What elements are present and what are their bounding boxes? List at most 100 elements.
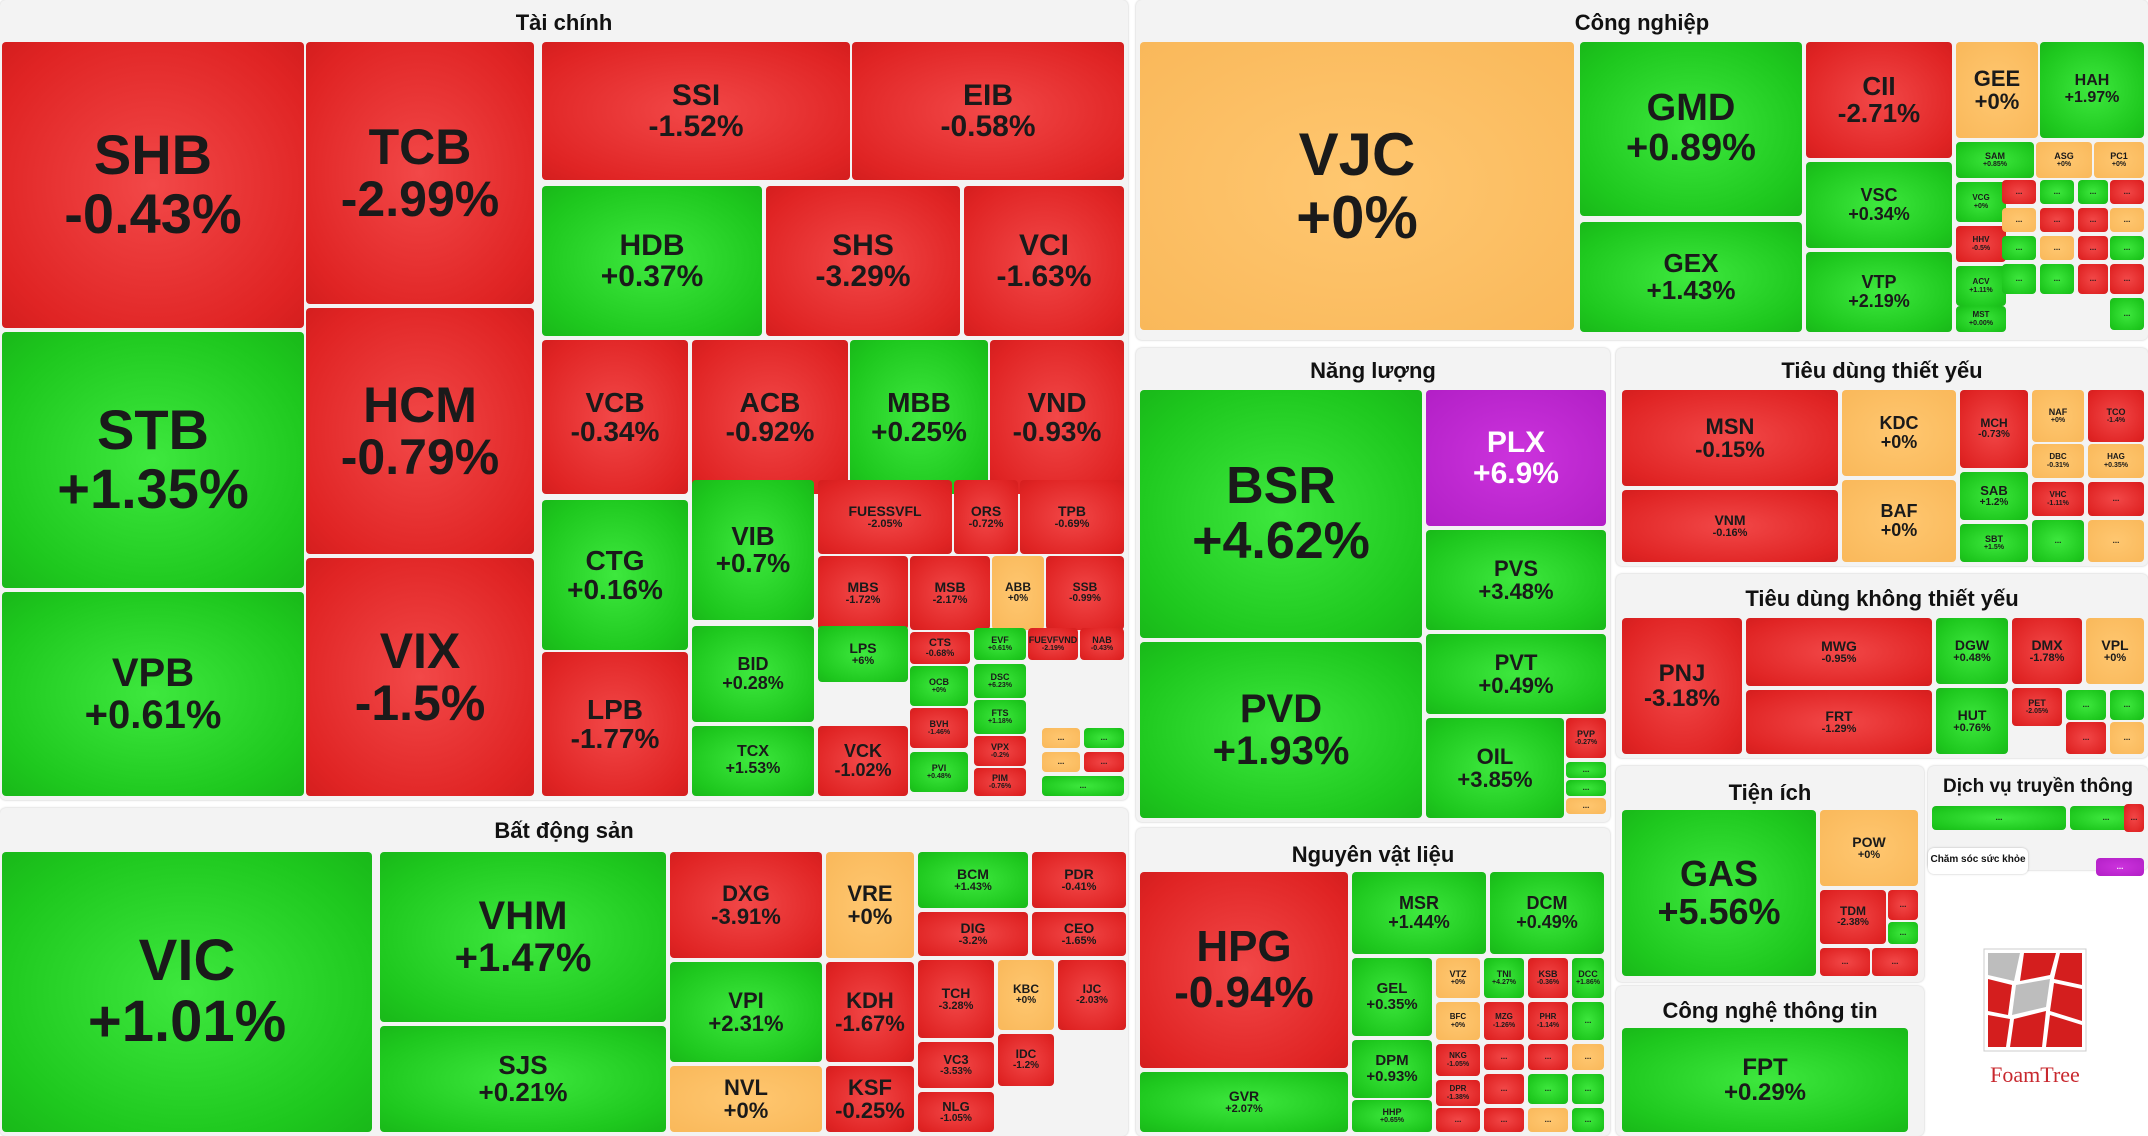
stock-tile-msb[interactable]: MSB -2.17% bbox=[910, 556, 990, 630]
stock-tile-tpb[interactable]: TPB -0.69% bbox=[1020, 480, 1124, 554]
stock-tile-hah[interactable]: HAH +1.97% bbox=[2040, 42, 2144, 138]
more-tile[interactable]: ... bbox=[2040, 236, 2074, 260]
more-tile[interactable]: ... bbox=[1888, 890, 1918, 920]
stock-tile-ctg[interactable]: CTG +0.16% bbox=[542, 500, 688, 650]
stock-tile-ssb[interactable]: SSB -0.99% bbox=[1046, 556, 1124, 630]
stock-tile-msn[interactable]: MSN -0.15% bbox=[1622, 390, 1838, 486]
more-tile[interactable]: ... bbox=[2110, 180, 2144, 204]
stock-tile-hpg[interactable]: HPG -0.94% bbox=[1140, 872, 1348, 1068]
stock-tile-bsr[interactable]: BSR +4.62% bbox=[1140, 390, 1422, 638]
stock-tile-nlg[interactable]: NLG -1.05% bbox=[918, 1092, 994, 1132]
stock-tile-cii[interactable]: CII -2.71% bbox=[1806, 42, 1952, 158]
stock-tile-evf[interactable]: EVF +0.61% bbox=[974, 628, 1026, 660]
stock-tile-pnj[interactable]: PNJ -3.18% bbox=[1622, 618, 1742, 754]
stock-tile-kdh[interactable]: KDH -1.67% bbox=[826, 962, 914, 1062]
stock-tile-ocb[interactable]: OCB +0% bbox=[910, 666, 968, 706]
stock-tile-pvd[interactable]: PVD +1.93% bbox=[1140, 642, 1422, 818]
stock-tile-idc[interactable]: IDC -1.2% bbox=[998, 1034, 1054, 1086]
stock-tile-cts[interactable]: CTS -0.68% bbox=[910, 632, 970, 664]
more-tile[interactable]: ... bbox=[2032, 520, 2084, 562]
more-tile[interactable]: ... bbox=[1932, 806, 2066, 830]
stock-tile-vic[interactable]: VIC +1.01% bbox=[2, 852, 372, 1132]
more-tile[interactable]: ... bbox=[1566, 780, 1606, 796]
stock-tile-fuevfvnd[interactable]: FUEVFVND -2.19% bbox=[1028, 628, 1078, 660]
stock-tile-pc1[interactable]: PC1 +0% bbox=[2094, 142, 2144, 178]
stock-tile-hhv[interactable]: HHV -0.5% bbox=[1956, 226, 2006, 262]
stock-tile-dcc[interactable]: DCC +1.86% bbox=[1572, 958, 1604, 998]
more-tile[interactable]: ... bbox=[2078, 264, 2108, 294]
stock-tile-mbb[interactable]: MBB +0.25% bbox=[850, 340, 988, 494]
stock-tile-vpi[interactable]: VPI +2.31% bbox=[670, 962, 822, 1062]
stock-tile-tdm[interactable]: TDM -2.38% bbox=[1820, 890, 1886, 944]
stock-tile-tni[interactable]: TNI +4.27% bbox=[1484, 958, 1524, 998]
more-tile[interactable]: ... bbox=[2040, 180, 2074, 204]
more-tile[interactable]: ... bbox=[1084, 728, 1124, 748]
more-tile[interactable]: ... bbox=[2002, 180, 2036, 204]
stock-tile-vnd[interactable]: VND -0.93% bbox=[990, 340, 1124, 494]
stock-tile-vhc[interactable]: VHC -1.11% bbox=[2032, 482, 2084, 516]
stock-tile-ors[interactable]: ORS -0.72% bbox=[954, 480, 1018, 554]
more-tile[interactable]: ... bbox=[2002, 264, 2036, 294]
stock-tile-nkg[interactable]: NKG -1.05% bbox=[1436, 1044, 1480, 1076]
stock-tile-vck[interactable]: VCK -1.02% bbox=[818, 726, 908, 796]
stock-tile-kdc[interactable]: KDC +0% bbox=[1842, 390, 1956, 476]
stock-tile-tcx[interactable]: TCX +1.53% bbox=[692, 726, 814, 796]
stock-tile-nvl[interactable]: NVL +0% bbox=[670, 1066, 822, 1132]
stock-tile-lpb[interactable]: LPB -1.77% bbox=[542, 652, 688, 796]
stock-tile-fts[interactable]: FTS +1.18% bbox=[974, 700, 1026, 734]
stock-tile-dbc[interactable]: DBC -0.31% bbox=[2032, 444, 2084, 478]
stock-tile-kbc[interactable]: KBC +0% bbox=[998, 960, 1054, 1030]
stock-tile-hdb[interactable]: HDB +0.37% bbox=[542, 186, 762, 336]
stock-tile-msr[interactable]: MSR +1.44% bbox=[1352, 872, 1486, 954]
stock-tile-lps[interactable]: LPS +6% bbox=[818, 626, 908, 682]
more-tile[interactable]: ... bbox=[1820, 948, 1870, 976]
stock-tile-vpx[interactable]: VPX -0.2% bbox=[974, 736, 1026, 766]
more-tile[interactable]: ... bbox=[1528, 1044, 1568, 1070]
stock-tile-vcb[interactable]: VCB -0.34% bbox=[542, 340, 688, 494]
stock-tile-tcb[interactable]: TCB -2.99% bbox=[306, 42, 534, 304]
stock-tile-phr[interactable]: PHR -1.14% bbox=[1528, 1002, 1568, 1040]
stock-tile-stb[interactable]: STB +1.35% bbox=[2, 332, 304, 588]
more-tile[interactable]: ... bbox=[2110, 236, 2144, 260]
stock-tile-mch[interactable]: MCH -0.73% bbox=[1960, 390, 2028, 468]
stock-tile-sab[interactable]: SAB +1.2% bbox=[1960, 472, 2028, 520]
stock-tile-fuessvfl[interactable]: FUESSVFL -2.05% bbox=[818, 480, 952, 554]
stock-tile-pow[interactable]: POW +0% bbox=[1820, 810, 1918, 886]
stock-tile-dsc[interactable]: DSC +6.23% bbox=[974, 664, 1026, 698]
stock-tile-shs[interactable]: SHS -3.29% bbox=[766, 186, 960, 336]
stock-tile-bcm[interactable]: BCM +1.43% bbox=[918, 852, 1028, 908]
stock-tile-vpb[interactable]: VPB +0.61% bbox=[2, 592, 304, 796]
more-tile[interactable]: ... bbox=[2124, 804, 2144, 832]
more-tile[interactable]: ... bbox=[1572, 1002, 1604, 1040]
stock-tile-naf[interactable]: NAF +0% bbox=[2032, 390, 2084, 442]
stock-tile-mwg[interactable]: MWG -0.95% bbox=[1746, 618, 1932, 686]
stock-tile-baf[interactable]: BAF +0% bbox=[1842, 480, 1956, 562]
stock-tile-eib[interactable]: EIB -0.58% bbox=[852, 42, 1124, 180]
more-tile[interactable]: ... bbox=[1572, 1044, 1604, 1070]
stock-tile-dpm[interactable]: DPM +0.93% bbox=[1352, 1040, 1432, 1098]
more-tile[interactable]: ... bbox=[2110, 264, 2144, 294]
stock-tile-vib[interactable]: VIB +0.7% bbox=[692, 480, 814, 620]
stock-tile-hcm[interactable]: HCM -0.79% bbox=[306, 308, 534, 554]
stock-tile-ssi[interactable]: SSI -1.52% bbox=[542, 42, 850, 180]
more-tile[interactable]: ... bbox=[2078, 208, 2108, 232]
stock-tile-gel[interactable]: GEL +0.35% bbox=[1352, 958, 1432, 1036]
stock-tile-oil[interactable]: OIL +3.85% bbox=[1426, 718, 1564, 818]
stock-tile-pdr[interactable]: PDR -0.41% bbox=[1032, 852, 1126, 908]
stock-tile-dcm[interactable]: DCM +0.49% bbox=[1490, 872, 1604, 954]
stock-tile-dgw[interactable]: DGW +0.48% bbox=[1936, 618, 2008, 684]
more-tile[interactable]: ... bbox=[2066, 690, 2106, 720]
stock-tile-gmd[interactable]: GMD +0.89% bbox=[1580, 42, 1802, 216]
stock-tile-vc3[interactable]: VC3 -3.53% bbox=[918, 1042, 994, 1088]
stock-tile-vtp[interactable]: VTP +2.19% bbox=[1806, 252, 1952, 332]
stock-tile-gvr[interactable]: GVR +2.07% bbox=[1140, 1072, 1348, 1132]
more-tile[interactable]: ... bbox=[2088, 482, 2144, 516]
stock-tile-pvp[interactable]: PVP -0.27% bbox=[1566, 718, 1606, 758]
sector-panel-cham-soc-suc-khoe[interactable]: Chăm sóc sức khỏe bbox=[1928, 848, 2028, 874]
stock-tile-fpt[interactable]: FPT +0.29% bbox=[1622, 1028, 1908, 1132]
more-tile[interactable]: ... bbox=[1888, 922, 1918, 944]
stock-tile-ksf[interactable]: KSF -0.25% bbox=[826, 1066, 914, 1132]
more-tile[interactable]: ... bbox=[2110, 298, 2144, 330]
stock-tile-hhp[interactable]: HHP +0.65% bbox=[1352, 1100, 1432, 1132]
stock-tile-mst[interactable]: MST +0.00% bbox=[1956, 306, 2006, 332]
